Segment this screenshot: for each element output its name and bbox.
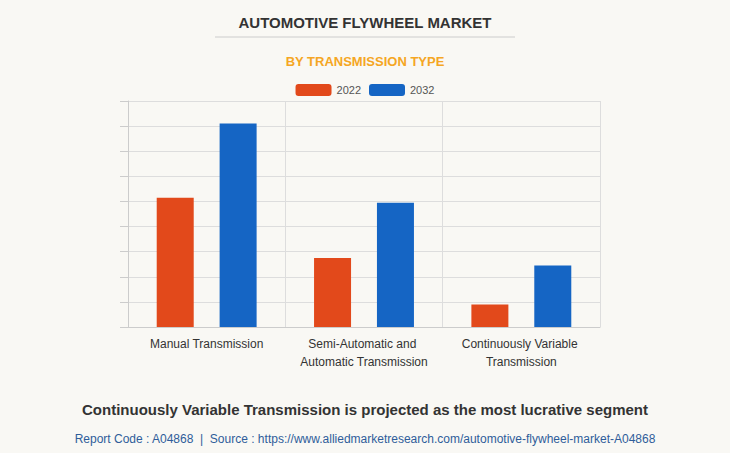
svg-text:BY TRANSMISSION TYPE: BY TRANSMISSION TYPE: [286, 54, 445, 69]
svg-text:Report Code : A04868 | Sourc: Report Code : A04868 | Source : https://…: [75, 432, 656, 446]
svg-text:Transmission: Transmission: [486, 355, 557, 369]
svg-text:Continuously Variable Transmis: Continuously Variable Transmission is pr…: [82, 401, 648, 418]
svg-text:2032: 2032: [410, 84, 434, 96]
svg-text:2022: 2022: [337, 84, 361, 96]
svg-text:Continuously Variable: Continuously Variable: [462, 337, 581, 351]
svg-text:Automatic Transmission: Automatic Transmission: [300, 355, 427, 369]
svg-text:AUTOMOTIVE FLYWHEEL MARKET: AUTOMOTIVE FLYWHEEL MARKET: [238, 14, 491, 31]
svg-text:Manual Transmission: Manual Transmission: [150, 337, 263, 351]
svg-text:Semi-Automatic and: Semi-Automatic and: [308, 337, 419, 351]
